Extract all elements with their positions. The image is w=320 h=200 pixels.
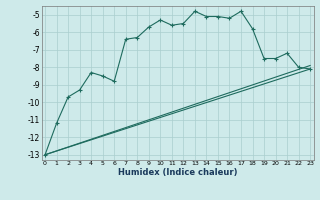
X-axis label: Humidex (Indice chaleur): Humidex (Indice chaleur): [118, 168, 237, 177]
